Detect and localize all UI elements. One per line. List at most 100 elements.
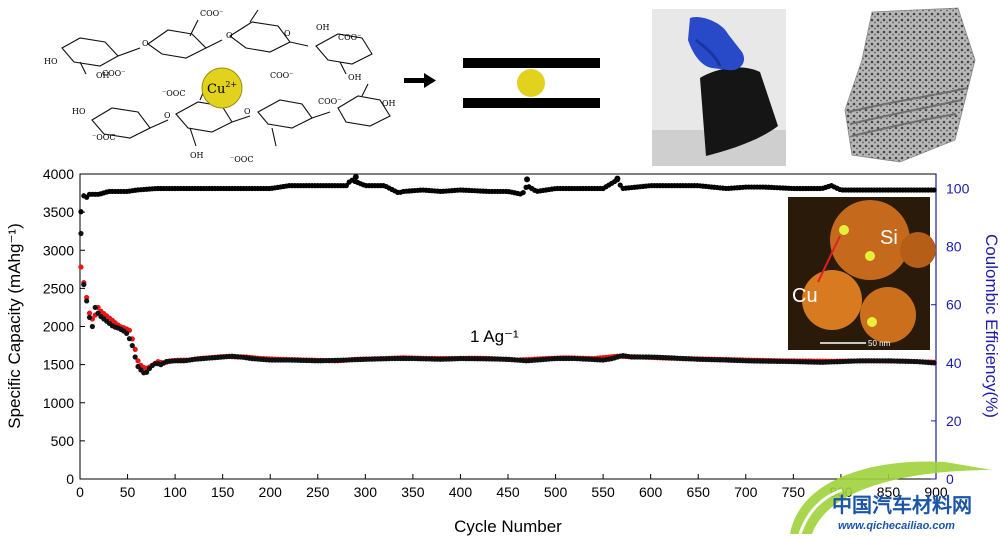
data-point (126, 336, 133, 342)
x-tick-label: 550 (591, 484, 615, 500)
inset-scale-label: 50 nm (868, 339, 891, 348)
x-tick-label: 500 (544, 484, 568, 500)
cu-particle (517, 69, 545, 97)
data-series (78, 174, 937, 376)
data-point (86, 310, 93, 316)
inset-cu-label: Cu (792, 285, 818, 307)
inset-si-label: Si (880, 227, 898, 249)
watermark-name: 中国汽车材料网 (832, 493, 972, 517)
top-layer (463, 58, 600, 68)
rate-annotation: 1 Ag⁻¹ (470, 327, 519, 346)
data-point (143, 369, 150, 375)
x-tick-label: 450 (496, 484, 520, 500)
x-tick-label: 200 (259, 484, 283, 500)
data-point (95, 310, 101, 316)
data-point (84, 298, 90, 304)
data-point (78, 264, 84, 270)
y-tick-label: 3500 (43, 204, 74, 220)
data-point (931, 187, 937, 193)
label-oh-2: OH (316, 23, 330, 32)
data-point (135, 363, 141, 370)
data-point (132, 354, 138, 360)
x-tick-label: 100 (163, 484, 187, 500)
outlier-point (524, 176, 531, 183)
cycling-chart: 0 50 100 150 200 250 300 350 400 450 500 550 600 650 7… (5, 166, 1000, 536)
x-tick-label: 700 (734, 484, 758, 500)
data-point (89, 323, 95, 330)
label-o-4: O (164, 111, 171, 120)
y-tick-label: 2000 (43, 319, 74, 335)
y2-tick-label: 40 (946, 355, 962, 371)
cu-dot-1 (839, 225, 849, 235)
label-ooc-3: ⁻OOC (230, 155, 253, 164)
cu-dot-3 (867, 317, 877, 327)
label-ooc-1: ⁻OOC (162, 89, 185, 98)
label-coo-5: COO⁻ (318, 97, 341, 106)
x-tick-label: 50 (120, 484, 136, 500)
outlier-point (614, 175, 621, 182)
sem-flake-image (844, 7, 976, 163)
label-coo-4: COO⁻ (270, 71, 293, 80)
y2-axis-label: Coulombic Efficiency(%) (982, 234, 1000, 418)
y2-axis-ticks: 0 20 40 60 80 100 (931, 174, 970, 487)
label-coo-3: COO⁻ (338, 33, 361, 42)
x-tick-label: 750 (782, 484, 806, 500)
data-point (135, 358, 141, 364)
upper-chain (61, 9, 373, 75)
y2-tick-label: 0 (946, 471, 954, 487)
watermark-url: www.qichecailiao.com (838, 520, 955, 532)
y-tick-label: 1500 (43, 357, 74, 373)
x-tick-label: 250 (306, 484, 330, 500)
film-photo (652, 9, 786, 166)
label-o-5: O (244, 107, 251, 116)
layer-diagram (463, 58, 600, 108)
scheme-arrow (404, 73, 436, 88)
x-tick-label: 350 (401, 484, 425, 500)
x-tick-label: 650 (687, 484, 711, 500)
chem-labels: COO⁻ HO OH COO⁻ COO⁻ OH COO⁻ OH O O O ⁻O… (44, 9, 396, 164)
y-tick-label: 4000 (43, 166, 74, 182)
cu-dot-2 (865, 251, 875, 261)
x-tick-label: 900 (924, 484, 948, 500)
x-tick-label: 600 (639, 484, 663, 500)
x-tick-label: 850 (877, 484, 901, 500)
x-tick-label: 300 (354, 484, 378, 500)
label-oh-5: OH (382, 99, 396, 108)
label-coo-1: COO⁻ (200, 9, 223, 18)
cu-ion-symbol: Cu (207, 82, 225, 97)
label-o-3: O (284, 29, 291, 38)
data-point (129, 342, 135, 349)
watermark: 中国汽车材料网 www.qichecailiao.com (790, 461, 992, 535)
label-oh-4: OH (190, 151, 204, 160)
label-ho-2: HO (72, 107, 86, 116)
data-point (132, 346, 138, 352)
alginate-cu-scheme: COO⁻ HO OH COO⁻ COO⁻ OH COO⁻ OH O O O ⁻O… (44, 9, 396, 164)
label-ho-1: HO (44, 57, 58, 66)
x-tick-label: 0 (76, 484, 84, 500)
y-tick-label: 2500 (43, 280, 74, 296)
data-point (86, 314, 93, 320)
data-point (124, 330, 130, 336)
y-tick-label: 1000 (43, 395, 74, 411)
label-o-2: O (226, 31, 233, 40)
series-1 (78, 230, 937, 376)
data-point (343, 183, 349, 189)
data-point (78, 209, 84, 215)
y2-tick-label: 60 (946, 297, 962, 313)
y2-tick-label: 80 (946, 239, 962, 255)
data-point (92, 304, 98, 311)
cu-pointer-line (817, 235, 841, 283)
y-tick-label: 0 (66, 471, 74, 487)
label-oh-3: OH (348, 73, 362, 82)
data-point (931, 360, 937, 366)
y2-tick-label: 100 (946, 181, 970, 197)
bottom-layer (463, 98, 600, 108)
y-tick-label: 500 (51, 433, 75, 449)
data-point (78, 230, 84, 237)
data-point (81, 281, 87, 288)
label-ooc-2: ⁻OOC (92, 133, 115, 142)
cu-ion-ball (201, 67, 243, 109)
label-o-1: O (142, 39, 149, 48)
y-tick-label: 3000 (43, 242, 74, 258)
